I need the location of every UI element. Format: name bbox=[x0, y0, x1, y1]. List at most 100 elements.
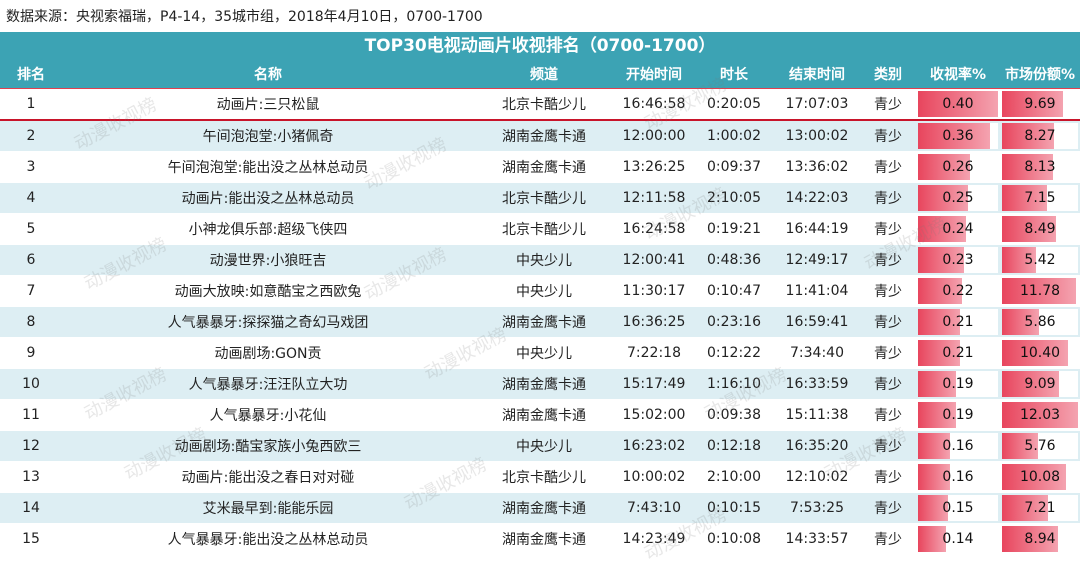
cell-rank: 15 bbox=[0, 523, 62, 555]
bar-rating: 0.16 bbox=[918, 464, 998, 490]
bar-fill bbox=[918, 123, 990, 149]
table-row: 15 人气暴暴牙:能出没之丛林总动员 湖南金鹰卡通 14:23:49 0:10:08 14… bbox=[0, 523, 1080, 555]
bar-fill bbox=[918, 309, 960, 335]
cell-rating: 0.16 bbox=[916, 430, 1000, 462]
bar-share: 10.40 bbox=[1002, 340, 1078, 366]
table-row: 8 人气暴暴牙:探探猫之奇幻马戏团 湖南金鹰卡通 16:36:25 0:23:16 16:… bbox=[0, 306, 1080, 338]
cell-category: 青少 bbox=[860, 523, 916, 555]
cell-share: 9.69 bbox=[1000, 88, 1080, 121]
cell-rank: 13 bbox=[0, 461, 62, 493]
bar-share: 12.03 bbox=[1002, 402, 1078, 428]
cell-channel: 北京卡酷少儿 bbox=[474, 182, 614, 214]
table-row: 11 人气暴暴牙:小花仙 湖南金鹰卡通 15:02:00 0:09:38 15:11:38… bbox=[0, 399, 1080, 431]
cell-channel: 北京卡酷少儿 bbox=[474, 461, 614, 493]
table-body: 1 动画片:三只松鼠 北京卡酷少儿 16:46:58 0:20:05 17:07:03 青少… bbox=[0, 88, 1080, 555]
table-row: 3 午间泡泡堂:能出没之丛林总动员 湖南金鹰卡通 13:26:25 0:09:37 13:… bbox=[0, 151, 1080, 183]
column-header-share: 市场份额% bbox=[1000, 60, 1080, 89]
cell-rank: 9 bbox=[0, 337, 62, 369]
bar-share: 11.78 bbox=[1002, 278, 1078, 304]
cell-channel: 中央少儿 bbox=[474, 430, 614, 462]
cell-name: 小神龙俱乐部:超级飞侠四 bbox=[62, 213, 474, 245]
cell-end-time: 17:07:03 bbox=[774, 88, 860, 121]
bar-fill bbox=[918, 247, 964, 273]
bar-share: 8.27 bbox=[1002, 123, 1078, 149]
bar-value-label: 8.49 bbox=[1024, 221, 1056, 237]
cell-channel: 湖南金鹰卡通 bbox=[474, 151, 614, 183]
cell-share: 10.40 bbox=[1000, 337, 1080, 369]
cell-share: 7.21 bbox=[1000, 492, 1080, 524]
cell-rating: 0.15 bbox=[916, 492, 1000, 524]
cell-end-time: 12:10:02 bbox=[774, 461, 860, 493]
bar-share: 8.49 bbox=[1002, 216, 1078, 242]
cell-rank: 1 bbox=[0, 88, 62, 121]
cell-name: 人气暴暴牙:小花仙 bbox=[62, 399, 474, 431]
bar-value-label: 0.23 bbox=[942, 252, 974, 268]
bar-fill bbox=[918, 526, 946, 552]
cell-share: 10.08 bbox=[1000, 461, 1080, 493]
cell-share: 8.94 bbox=[1000, 523, 1080, 555]
bar-value-label: 5.86 bbox=[1024, 314, 1056, 330]
bar-rating: 0.24 bbox=[918, 216, 998, 242]
bar-value-label: 0.15 bbox=[942, 500, 974, 516]
cell-category: 青少 bbox=[860, 461, 916, 493]
bar-share: 5.86 bbox=[1002, 309, 1078, 335]
cell-duration: 0:12:22 bbox=[694, 337, 774, 369]
bar-value-label: 7.21 bbox=[1024, 500, 1056, 516]
bar-fill bbox=[1002, 433, 1039, 459]
cell-end-time: 13:00:02 bbox=[774, 120, 860, 152]
bar-share: 5.42 bbox=[1002, 247, 1078, 273]
cell-end-time: 16:35:20 bbox=[774, 430, 860, 462]
table-row: 7 动画大放映:如意酷宝之西欧兔 中央少儿 11:30:17 0:10:47 11:41:… bbox=[0, 275, 1080, 307]
cell-rating: 0.40 bbox=[916, 88, 1000, 121]
cell-category: 青少 bbox=[860, 275, 916, 307]
cell-rating: 0.24 bbox=[916, 213, 1000, 245]
cell-rating: 0.21 bbox=[916, 337, 1000, 369]
cell-category: 青少 bbox=[860, 120, 916, 152]
cell-rank: 12 bbox=[0, 430, 62, 462]
bar-value-label: 8.13 bbox=[1024, 159, 1056, 175]
cell-channel: 湖南金鹰卡通 bbox=[474, 399, 614, 431]
cell-end-time: 14:33:57 bbox=[774, 523, 860, 555]
column-header-end-time: 结束时间 bbox=[774, 60, 860, 89]
cell-category: 青少 bbox=[860, 244, 916, 276]
column-header-start-time: 开始时间 bbox=[614, 60, 694, 89]
table-row: 6 动漫世界:小狼旺吉 中央少儿 12:00:41 0:48:36 12:49:17 青少 0… bbox=[0, 244, 1080, 276]
cell-duration: 0:48:36 bbox=[694, 244, 774, 276]
bar-fill bbox=[918, 278, 962, 304]
cell-rank: 14 bbox=[0, 492, 62, 524]
bar-share: 8.94 bbox=[1002, 526, 1078, 552]
cell-end-time: 16:33:59 bbox=[774, 368, 860, 400]
cell-channel: 湖南金鹰卡通 bbox=[474, 492, 614, 524]
bar-fill bbox=[918, 464, 950, 490]
bar-rating: 0.15 bbox=[918, 495, 998, 521]
cell-name: 人气暴暴牙:探探猫之奇幻马戏团 bbox=[62, 306, 474, 338]
cell-category: 青少 bbox=[860, 492, 916, 524]
bar-fill bbox=[1002, 185, 1048, 211]
table-row: 5 小神龙俱乐部:超级飞侠四 北京卡酷少儿 16:24:58 0:19:21 16:44:… bbox=[0, 213, 1080, 245]
bar-value-label: 10.08 bbox=[1019, 469, 1061, 485]
bar-value-label: 8.27 bbox=[1024, 128, 1056, 144]
cell-name: 动画片:能出没之丛林总动员 bbox=[62, 182, 474, 214]
cell-start-time: 7:22:18 bbox=[614, 337, 694, 369]
cell-start-time: 12:00:00 bbox=[614, 120, 694, 152]
column-header-rating: 收视率% bbox=[916, 60, 1000, 89]
bar-fill bbox=[918, 185, 968, 211]
cell-channel: 湖南金鹰卡通 bbox=[474, 523, 614, 555]
bar-share: 7.21 bbox=[1002, 495, 1078, 521]
bar-fill bbox=[1002, 123, 1055, 149]
bar-value-label: 0.16 bbox=[942, 469, 974, 485]
bar-rating: 0.21 bbox=[918, 340, 998, 366]
bar-fill bbox=[1002, 247, 1037, 273]
cell-category: 青少 bbox=[860, 337, 916, 369]
cell-start-time: 15:17:49 bbox=[614, 368, 694, 400]
table-row: 2 午间泡泡堂:小猪佩奇 湖南金鹰卡通 12:00:00 1:00:02 13:00:02… bbox=[0, 120, 1080, 152]
table-row: 1 动画片:三只松鼠 北京卡酷少儿 16:46:58 0:20:05 17:07:03 青少… bbox=[0, 88, 1080, 121]
cell-channel: 北京卡酷少儿 bbox=[474, 213, 614, 245]
cell-end-time: 14:22:03 bbox=[774, 182, 860, 214]
cell-channel: 北京卡酷少儿 bbox=[474, 88, 614, 121]
bar-value-label: 8.94 bbox=[1024, 531, 1056, 547]
cell-category: 青少 bbox=[860, 213, 916, 245]
column-header-name: 名称 bbox=[62, 60, 474, 89]
bar-share: 9.69 bbox=[1002, 91, 1078, 117]
table-row: 12 动画剧场:酷宝家族小兔西欧三 中央少儿 16:23:02 0:12:18 16:35… bbox=[0, 430, 1080, 462]
